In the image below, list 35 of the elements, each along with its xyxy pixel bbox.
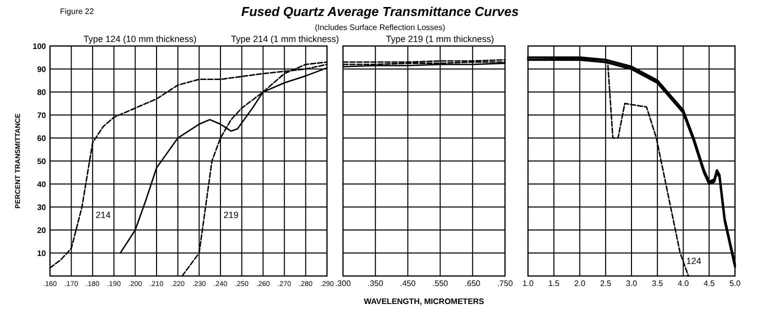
x-tick-label: .550 <box>432 279 449 288</box>
caption: Figure 22 <box>60 7 94 16</box>
y-tick-label: 80 <box>37 88 47 97</box>
x-tick-label: 2.0 <box>574 279 586 288</box>
text: 219 <box>223 210 238 220</box>
x-tick-label: 3.0 <box>626 279 638 288</box>
chart-subtitle: (Includes Surface Reflection Losses) <box>314 23 446 32</box>
x-tick-label: 4.5 <box>704 279 716 288</box>
x-tick-label: .750 <box>497 279 514 288</box>
y-tick-label: 90 <box>37 65 47 74</box>
x-tick-label: 5.0 <box>729 279 742 288</box>
x-tick-label: 1.0 <box>522 279 534 288</box>
x-tick-label: .650 <box>464 279 481 288</box>
series-label: 124 <box>686 256 702 266</box>
x-tick-label: 2.5 <box>600 279 612 288</box>
y-tick-label: 50 <box>37 157 47 166</box>
y-tick-label: 100 <box>32 42 47 51</box>
y-tick-label: 20 <box>37 226 47 235</box>
y-tick-label: 70 <box>37 111 47 120</box>
x-tick-label: 1.5 <box>548 279 560 288</box>
x-tick-label: .450 <box>400 279 416 288</box>
y-tick-label: 30 <box>37 203 47 212</box>
text: Type 124 (10 mm thickness) <box>83 34 197 44</box>
x-tick-label: 4.0 <box>678 279 690 288</box>
text: Type 214 (1 mm thickness) <box>230 34 340 44</box>
x-tick-label: .350 <box>368 279 384 288</box>
y-tick-label: 40 <box>37 180 47 189</box>
x-tick-label: 3.5 <box>652 279 664 288</box>
y-tick-label: 60 <box>37 134 47 143</box>
y-tick-label: 10 <box>37 249 47 258</box>
chart-title: Fused Quartz Average Transmittance Curves <box>241 4 519 19</box>
x-axis-title: WAVELENGTH, MICROMETERS <box>364 297 485 306</box>
text: Type 219 (1 mm thickness) <box>386 34 494 44</box>
x-tick-label: .300 <box>335 279 352 288</box>
series-label: 214 <box>96 210 111 220</box>
